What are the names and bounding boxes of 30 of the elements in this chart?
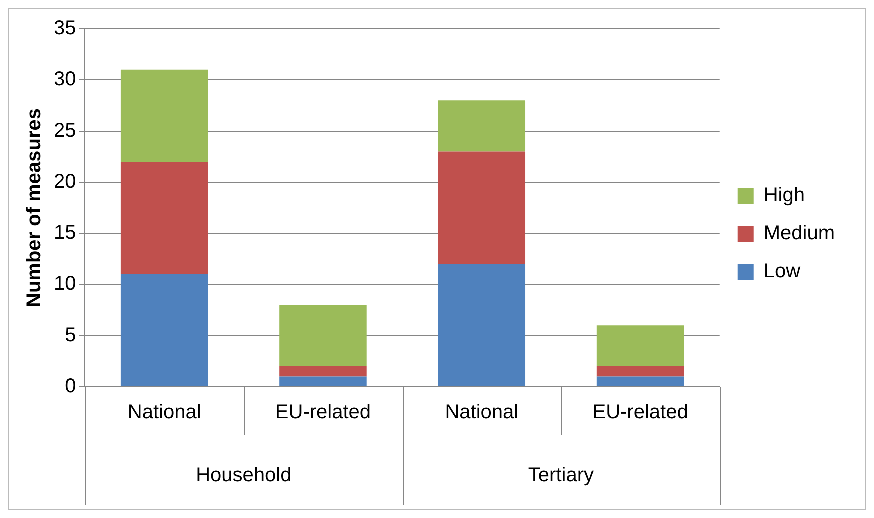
y-tick-label: 30 <box>54 68 76 91</box>
text: Household <box>196 464 292 487</box>
bar <box>120 162 208 274</box>
bar <box>120 274 208 386</box>
bar <box>438 152 526 264</box>
bar <box>280 305 367 367</box>
x-tick-label: National <box>128 402 202 424</box>
bar <box>438 264 526 386</box>
bar <box>596 376 684 386</box>
y-tick-label: 15 <box>54 222 76 244</box>
y-tick-label: 35 <box>54 18 76 40</box>
legend-label: High <box>764 184 806 207</box>
x-tick-label: EU-related <box>592 402 688 424</box>
y-tick-label: 10 <box>54 273 76 296</box>
legend-label: Medium <box>764 222 836 245</box>
x-tick-label: EU-related <box>275 402 372 424</box>
y-tick-label: 20 <box>54 170 76 193</box>
bar <box>438 100 526 152</box>
y-axis-title: Number of measures <box>24 108 46 308</box>
bar <box>280 366 367 377</box>
y-tick-label: 25 <box>54 120 76 142</box>
x-tick-label: National <box>445 402 519 424</box>
legend-label: Low <box>764 260 802 283</box>
y-tick-label: 5 <box>65 324 76 346</box>
y-tick-label: 0 <box>65 376 76 398</box>
bar <box>120 70 208 162</box>
bar <box>596 366 684 377</box>
text: Tertiary <box>528 464 594 487</box>
bar <box>596 326 684 367</box>
bar <box>280 376 367 386</box>
